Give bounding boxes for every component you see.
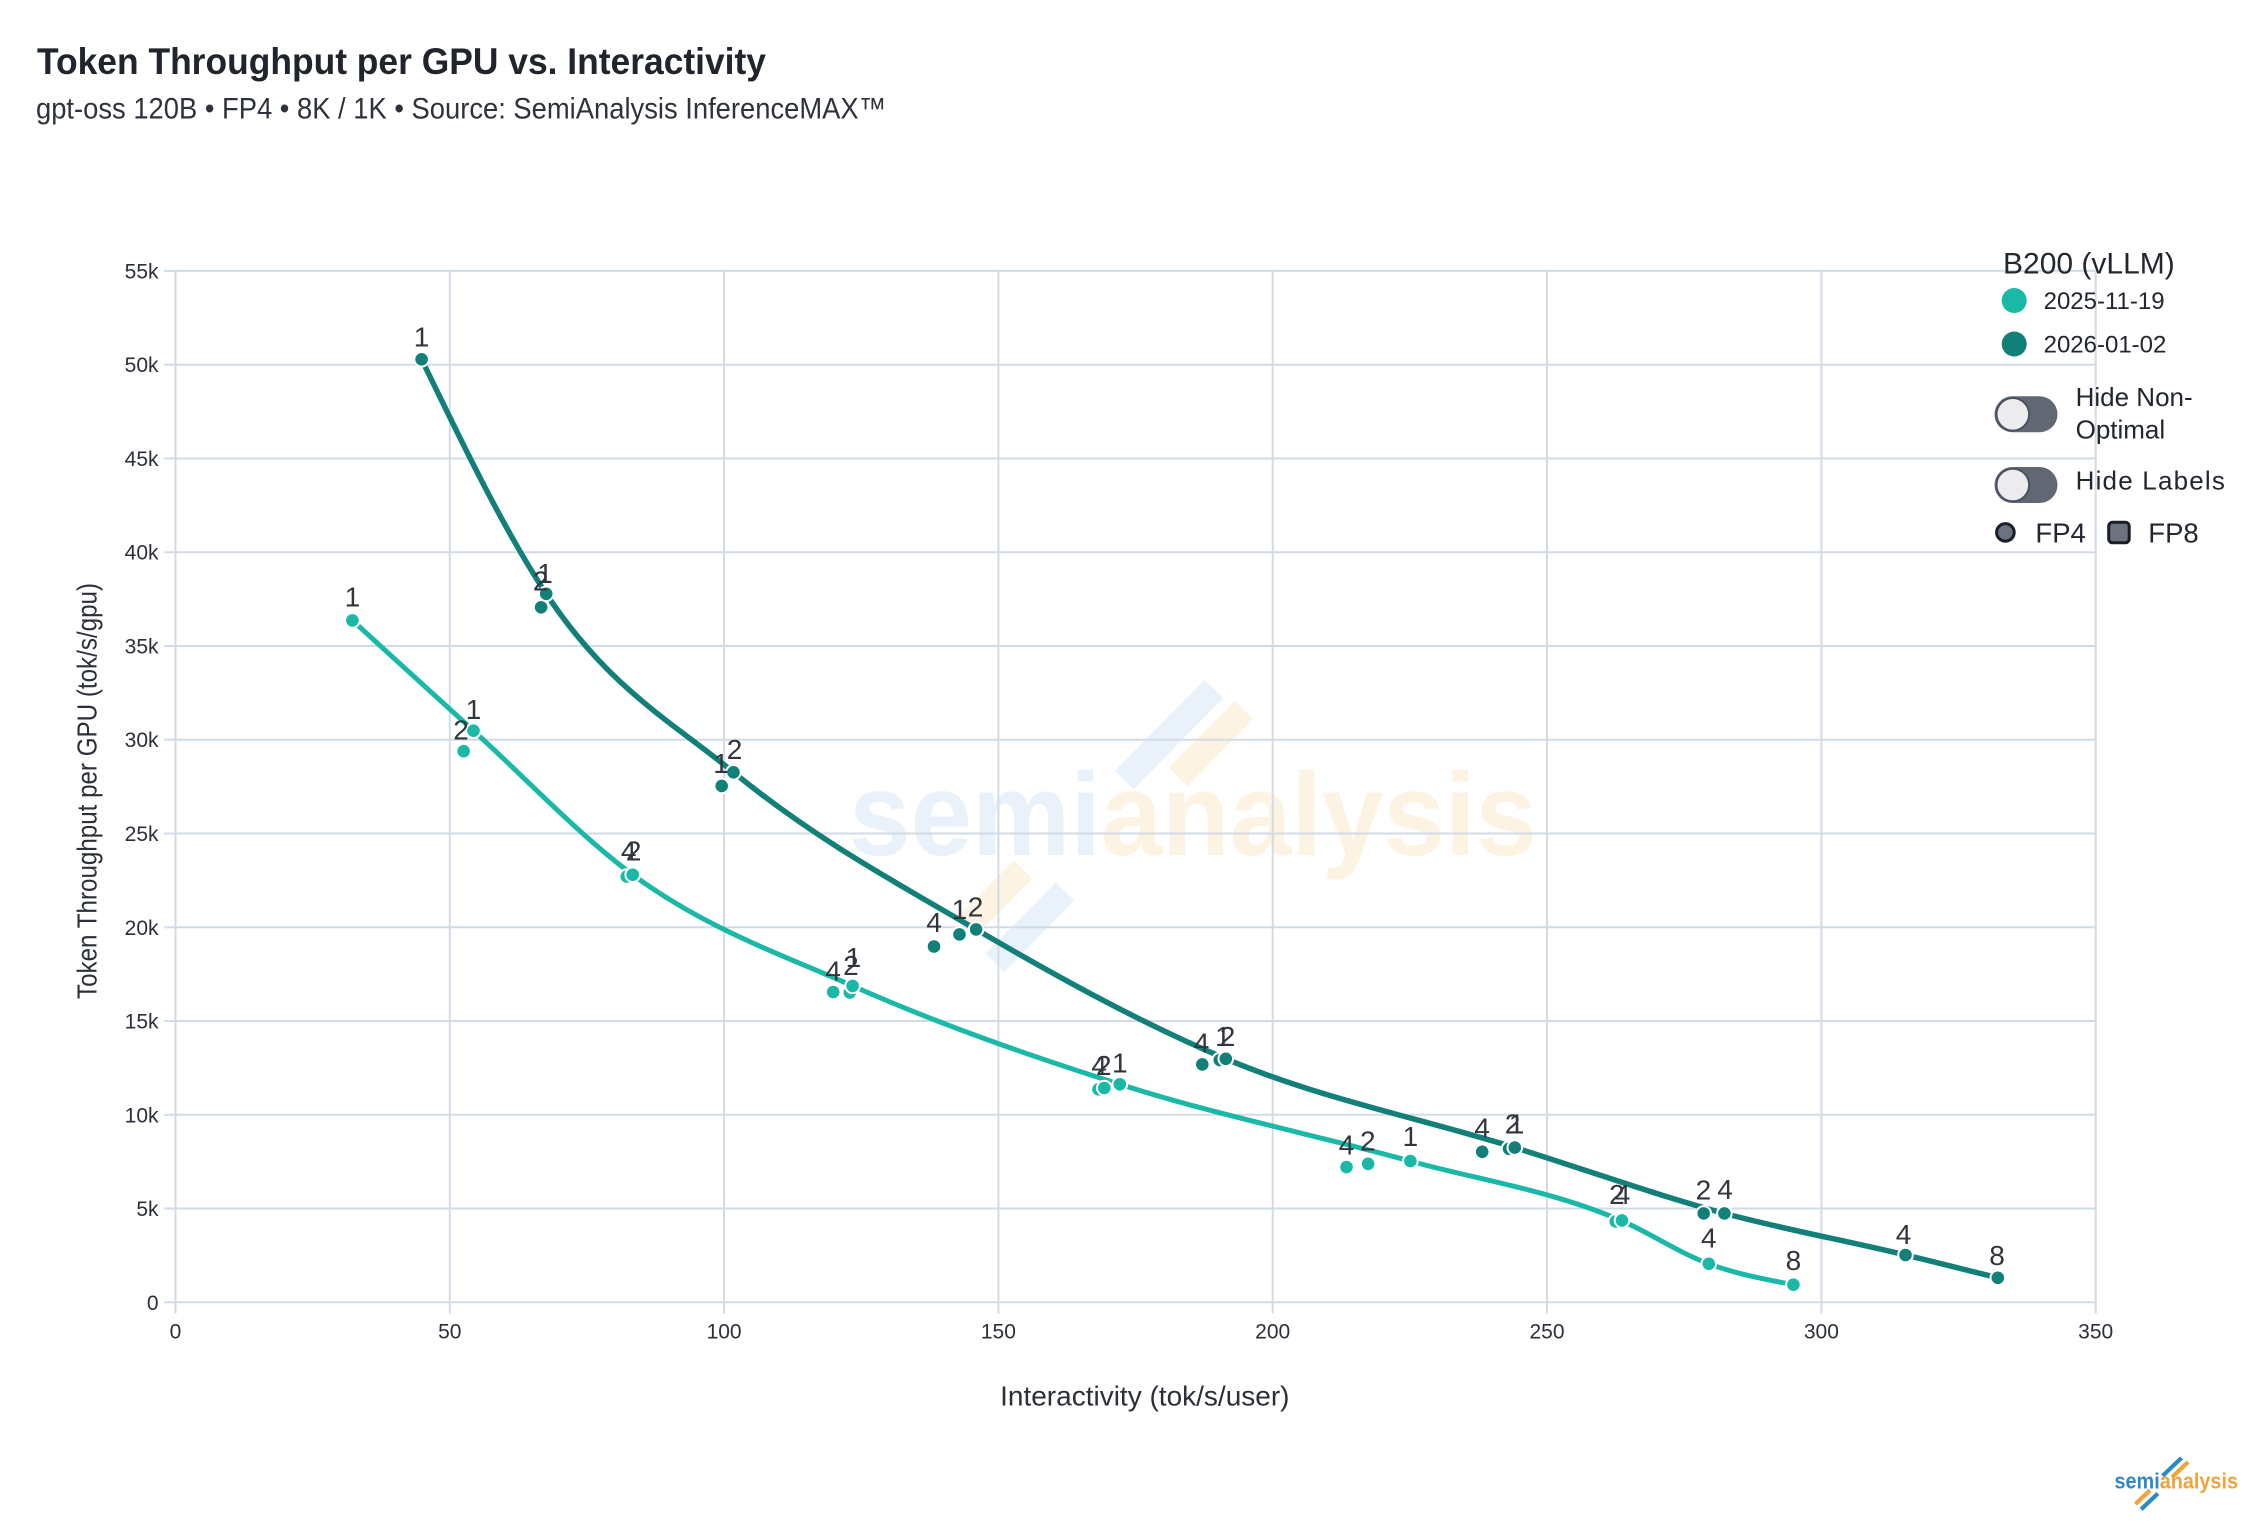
svg-text:1: 1: [1403, 1121, 1419, 1152]
svg-text:FP8: FP8: [2148, 518, 2198, 549]
svg-text:1: 1: [1509, 1108, 1525, 1139]
svg-text:1: 1: [1215, 1021, 1231, 1052]
svg-text:1: 1: [414, 322, 430, 353]
svg-text:B200 (vLLM): B200 (vLLM): [2003, 248, 2175, 281]
svg-text:300: 300: [1804, 1321, 1839, 1344]
svg-text:2: 2: [1505, 1108, 1521, 1139]
svg-text:4: 4: [621, 836, 637, 867]
svg-text:1: 1: [713, 748, 729, 779]
svg-text:8: 8: [1786, 1245, 1802, 1276]
svg-text:1: 1: [1112, 1048, 1128, 1079]
svg-text:1: 1: [537, 558, 553, 589]
svg-text:4: 4: [1717, 1174, 1733, 1205]
svg-text:8: 8: [1989, 1240, 2005, 1271]
svg-text:2: 2: [727, 734, 743, 765]
svg-text:2: 2: [1220, 1021, 1236, 1052]
svg-text:100: 100: [707, 1321, 742, 1344]
svg-text:2: 2: [1096, 1050, 1112, 1081]
svg-text:4: 4: [1701, 1223, 1717, 1254]
svg-text:Interactivity (tok/s/user): Interactivity (tok/s/user): [1000, 1381, 1289, 1412]
svg-text:4: 4: [1896, 1219, 1912, 1250]
svg-text:15k: 15k: [125, 1011, 159, 1034]
svg-text:0: 0: [147, 1292, 159, 1315]
svg-text:40k: 40k: [125, 542, 159, 565]
svg-text:1: 1: [846, 942, 862, 973]
svg-text:50: 50: [438, 1321, 461, 1344]
svg-text:200: 200: [1255, 1321, 1290, 1344]
svg-text:2: 2: [968, 892, 984, 923]
svg-text:4: 4: [926, 907, 942, 938]
svg-text:35k: 35k: [125, 636, 159, 659]
svg-text:250: 250: [1529, 1321, 1564, 1344]
svg-text:1: 1: [345, 582, 361, 613]
svg-text:2: 2: [533, 566, 549, 597]
svg-text:4: 4: [1339, 1130, 1355, 1161]
svg-text:20k: 20k: [125, 917, 159, 940]
svg-text:semianalysis: semianalysis: [2115, 1469, 2239, 1494]
svg-text:Token Throughput per GPU (tok/: Token Throughput per GPU (tok/s/gpu): [72, 583, 103, 999]
svg-text:2025-11-19: 2025-11-19: [2044, 288, 2165, 315]
svg-text:4: 4: [1194, 1028, 1210, 1059]
svg-text:30k: 30k: [125, 729, 159, 752]
svg-text:0: 0: [170, 1321, 182, 1344]
svg-text:4: 4: [1091, 1050, 1107, 1081]
svg-text:2: 2: [1696, 1175, 1712, 1206]
svg-text:45k: 45k: [125, 448, 159, 471]
svg-text:2: 2: [453, 715, 469, 746]
svg-text:1: 1: [466, 694, 482, 725]
svg-text:5k: 5k: [136, 1198, 159, 1221]
svg-text:Token Throughput per GPU vs. I: Token Throughput per GPU vs. Interactivi…: [37, 41, 766, 82]
svg-text:350: 350: [2078, 1321, 2113, 1344]
svg-text:1: 1: [952, 894, 968, 925]
svg-text:150: 150: [981, 1321, 1016, 1344]
svg-text:50k: 50k: [125, 354, 159, 377]
svg-text:4: 4: [1474, 1112, 1490, 1143]
svg-text:2: 2: [626, 836, 642, 867]
svg-text:4: 4: [1615, 1179, 1631, 1210]
svg-text:FP4: FP4: [2035, 518, 2085, 549]
svg-text:2026-01-02: 2026-01-02: [2044, 332, 2167, 359]
svg-text:Optimal: Optimal: [2076, 415, 2166, 445]
svg-text:10k: 10k: [125, 1104, 159, 1127]
svg-text:55k: 55k: [125, 260, 159, 283]
svg-text:4: 4: [825, 955, 841, 986]
svg-text:25k: 25k: [125, 823, 159, 846]
svg-text:gpt-oss 120B • FP4 • 8K / 1K •: gpt-oss 120B • FP4 • 8K / 1K • Source: S…: [36, 93, 886, 126]
svg-text:2: 2: [1360, 1126, 1376, 1157]
svg-text:Hide Non-: Hide Non-: [2076, 382, 2193, 412]
svg-text:2: 2: [843, 950, 859, 981]
svg-text:Hide Labels: Hide Labels: [2076, 465, 2227, 495]
svg-text:2: 2: [1609, 1179, 1625, 1210]
